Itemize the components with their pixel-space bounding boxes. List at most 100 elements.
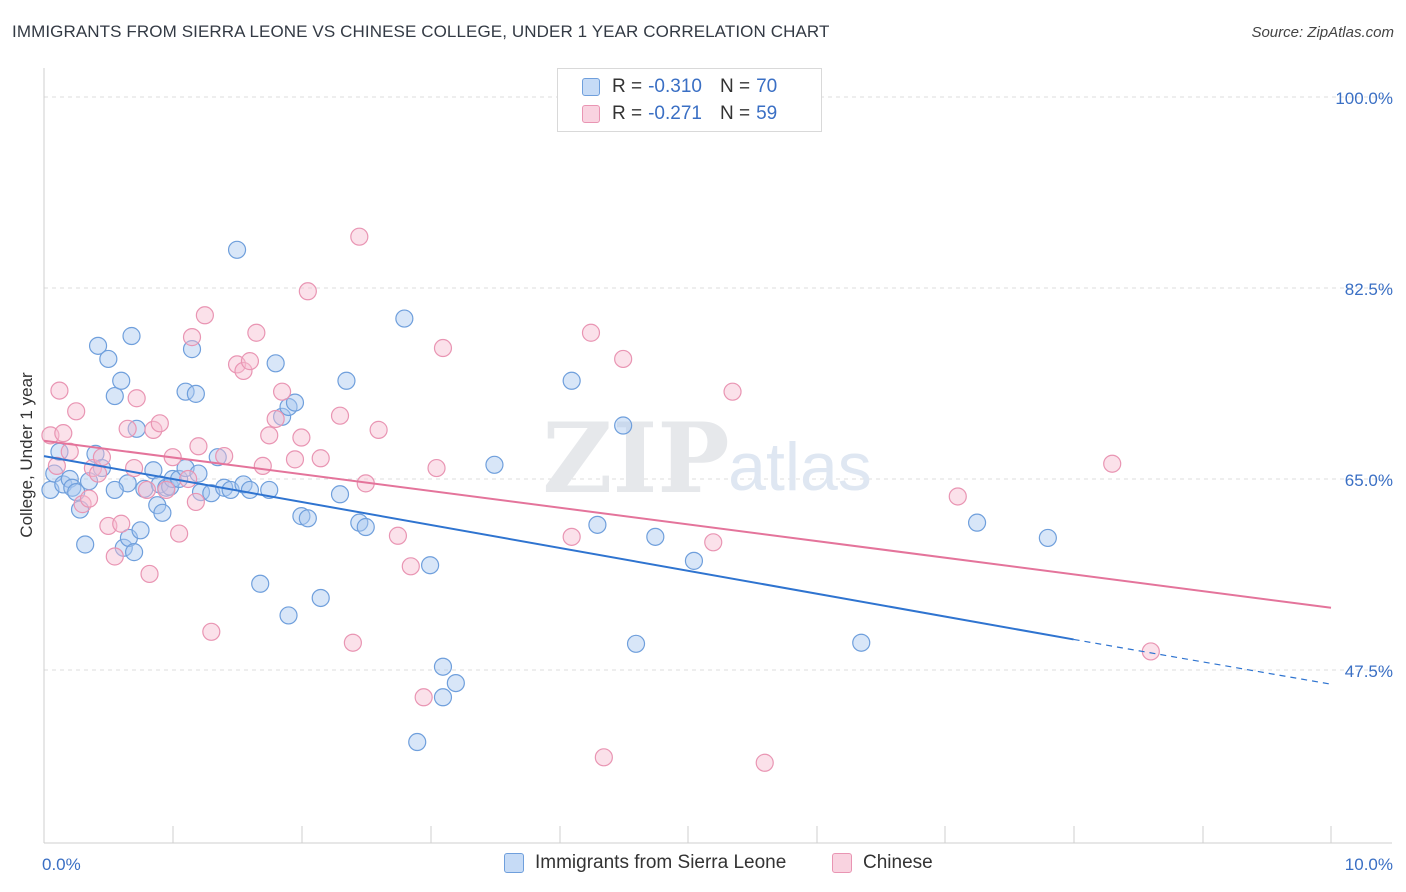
sierra-leone-point <box>967 513 987 532</box>
chinese-point <box>562 527 581 546</box>
chinese-point <box>948 487 967 506</box>
sierra-leone-point <box>279 606 298 625</box>
chinese-point <box>79 489 99 508</box>
series-label-sierra-leone: Immigrants from Sierra Leone <box>535 852 787 873</box>
sierra-leone-point <box>285 393 305 412</box>
chinese-point <box>253 456 272 476</box>
legend-row-sierra-leone: R = -0.310 N = 70 <box>582 75 777 99</box>
sierra-leone-point <box>485 455 504 474</box>
watermark-atlas: atlas <box>728 429 872 505</box>
chinese-trendline <box>43 439 1332 609</box>
chinese-point <box>260 426 279 445</box>
chinese-point <box>298 282 317 301</box>
series-legend-chinese[interactable]: Chinese <box>832 852 933 874</box>
chinese-point <box>105 547 124 566</box>
sierra-leone-point <box>260 480 279 500</box>
chinese-point <box>330 406 350 425</box>
chinese-point <box>414 688 433 707</box>
legend-r-value: -0.310 <box>648 76 702 97</box>
sierra-leone-point <box>186 384 205 403</box>
sierra-leone-point <box>626 634 646 653</box>
chinese-point <box>266 409 285 429</box>
legend-n-label: N = <box>719 76 751 97</box>
sierra-leone-point <box>122 326 141 346</box>
sierra-leone-point <box>124 543 144 562</box>
chinese-point <box>433 338 453 358</box>
chinese-point <box>240 352 260 371</box>
chinese-point <box>401 557 420 576</box>
chinese-point <box>157 480 176 500</box>
chinese-point <box>182 328 202 347</box>
chinese-point <box>144 420 163 439</box>
chinese-point <box>54 424 73 443</box>
legend-n-value: 59 <box>756 103 778 124</box>
sierra-leone-point <box>356 517 375 537</box>
sierra-leone-point <box>266 354 285 373</box>
sierra-leone-point <box>227 240 247 259</box>
sierra-leone-point <box>646 527 665 546</box>
sierra-leone-point <box>298 509 317 528</box>
chinese-point <box>179 469 198 489</box>
chinese-point <box>189 437 208 456</box>
legend-r-value: -0.271 <box>648 103 702 124</box>
sierra-leone-trendline <box>43 455 1074 641</box>
watermark-zip: ZIP <box>542 402 729 515</box>
chinese-point <box>247 323 266 342</box>
series-legend: Immigrants from Sierra Leone Chinese <box>0 852 1406 876</box>
chinese-point <box>704 533 723 552</box>
sierra-leone-point <box>88 336 108 355</box>
sierra-leone-trendline-extension <box>1073 638 1332 685</box>
chinese-point <box>150 414 169 433</box>
series-legend-sierra-leone[interactable]: Immigrants from Sierra Leone <box>504 852 786 874</box>
chinese-point <box>292 428 311 447</box>
sierra-leone-point <box>614 416 633 435</box>
legend-swatch-blue <box>582 78 600 96</box>
sierra-leone-point <box>852 633 871 652</box>
chinese-point <box>127 389 146 408</box>
x-tick-label-start: 0.0% <box>42 855 81 874</box>
series-swatch-pink <box>832 853 852 873</box>
sierra-leone-point <box>99 349 118 369</box>
chinese-point <box>369 420 388 439</box>
chinese-point <box>67 402 86 421</box>
y-axis-label: College, Under 1 year <box>17 372 36 538</box>
sierra-leone-point <box>208 448 227 467</box>
chinese-point <box>272 382 292 401</box>
y-tick-label: 82.5% <box>1345 280 1393 299</box>
chinese-point <box>581 323 601 342</box>
chinese-point <box>50 381 69 400</box>
sierra-leone-point <box>153 503 172 522</box>
series-swatch-blue <box>504 853 524 873</box>
sierra-leone-point <box>395 309 414 328</box>
sierra-leone-point <box>337 371 356 390</box>
sierra-leone-point <box>240 480 260 500</box>
legend-r-label: R = <box>612 103 643 124</box>
stats-legend: R = -0.310 N = 70 R = -0.271 N = 59 <box>557 68 822 132</box>
sierra-leone-point <box>684 551 704 570</box>
chinese-point <box>755 753 774 772</box>
sierra-leone-point <box>446 673 465 693</box>
chinese-point <box>234 361 253 381</box>
chinese-point <box>1141 642 1160 661</box>
legend-row-chinese: R = -0.271 N = 59 <box>582 102 777 126</box>
y-tick-label: 47.5% <box>1345 662 1393 681</box>
chinese-point <box>92 448 112 467</box>
legend-swatch-pink <box>582 105 600 123</box>
source-credit: Source: ZipAtlas.com <box>1251 24 1394 41</box>
sierra-leone-point <box>408 732 427 752</box>
chinese-point <box>1103 454 1122 473</box>
chinese-point <box>140 564 159 584</box>
chinese-point <box>594 748 613 767</box>
chinese-point <box>118 419 137 438</box>
chinese-point <box>285 450 305 469</box>
sierra-leone-point <box>433 688 453 707</box>
sierra-leone-point <box>421 556 440 575</box>
chinese-point <box>388 526 408 545</box>
sierra-leone-point <box>105 386 124 406</box>
chinese-point <box>112 514 131 533</box>
series-label-chinese: Chinese <box>863 852 933 873</box>
chinese-point <box>723 382 742 401</box>
chart-title: IMMIGRANTS FROM SIERRA LEONE VS CHINESE … <box>12 22 830 41</box>
legend-n-value: 70 <box>756 76 778 97</box>
